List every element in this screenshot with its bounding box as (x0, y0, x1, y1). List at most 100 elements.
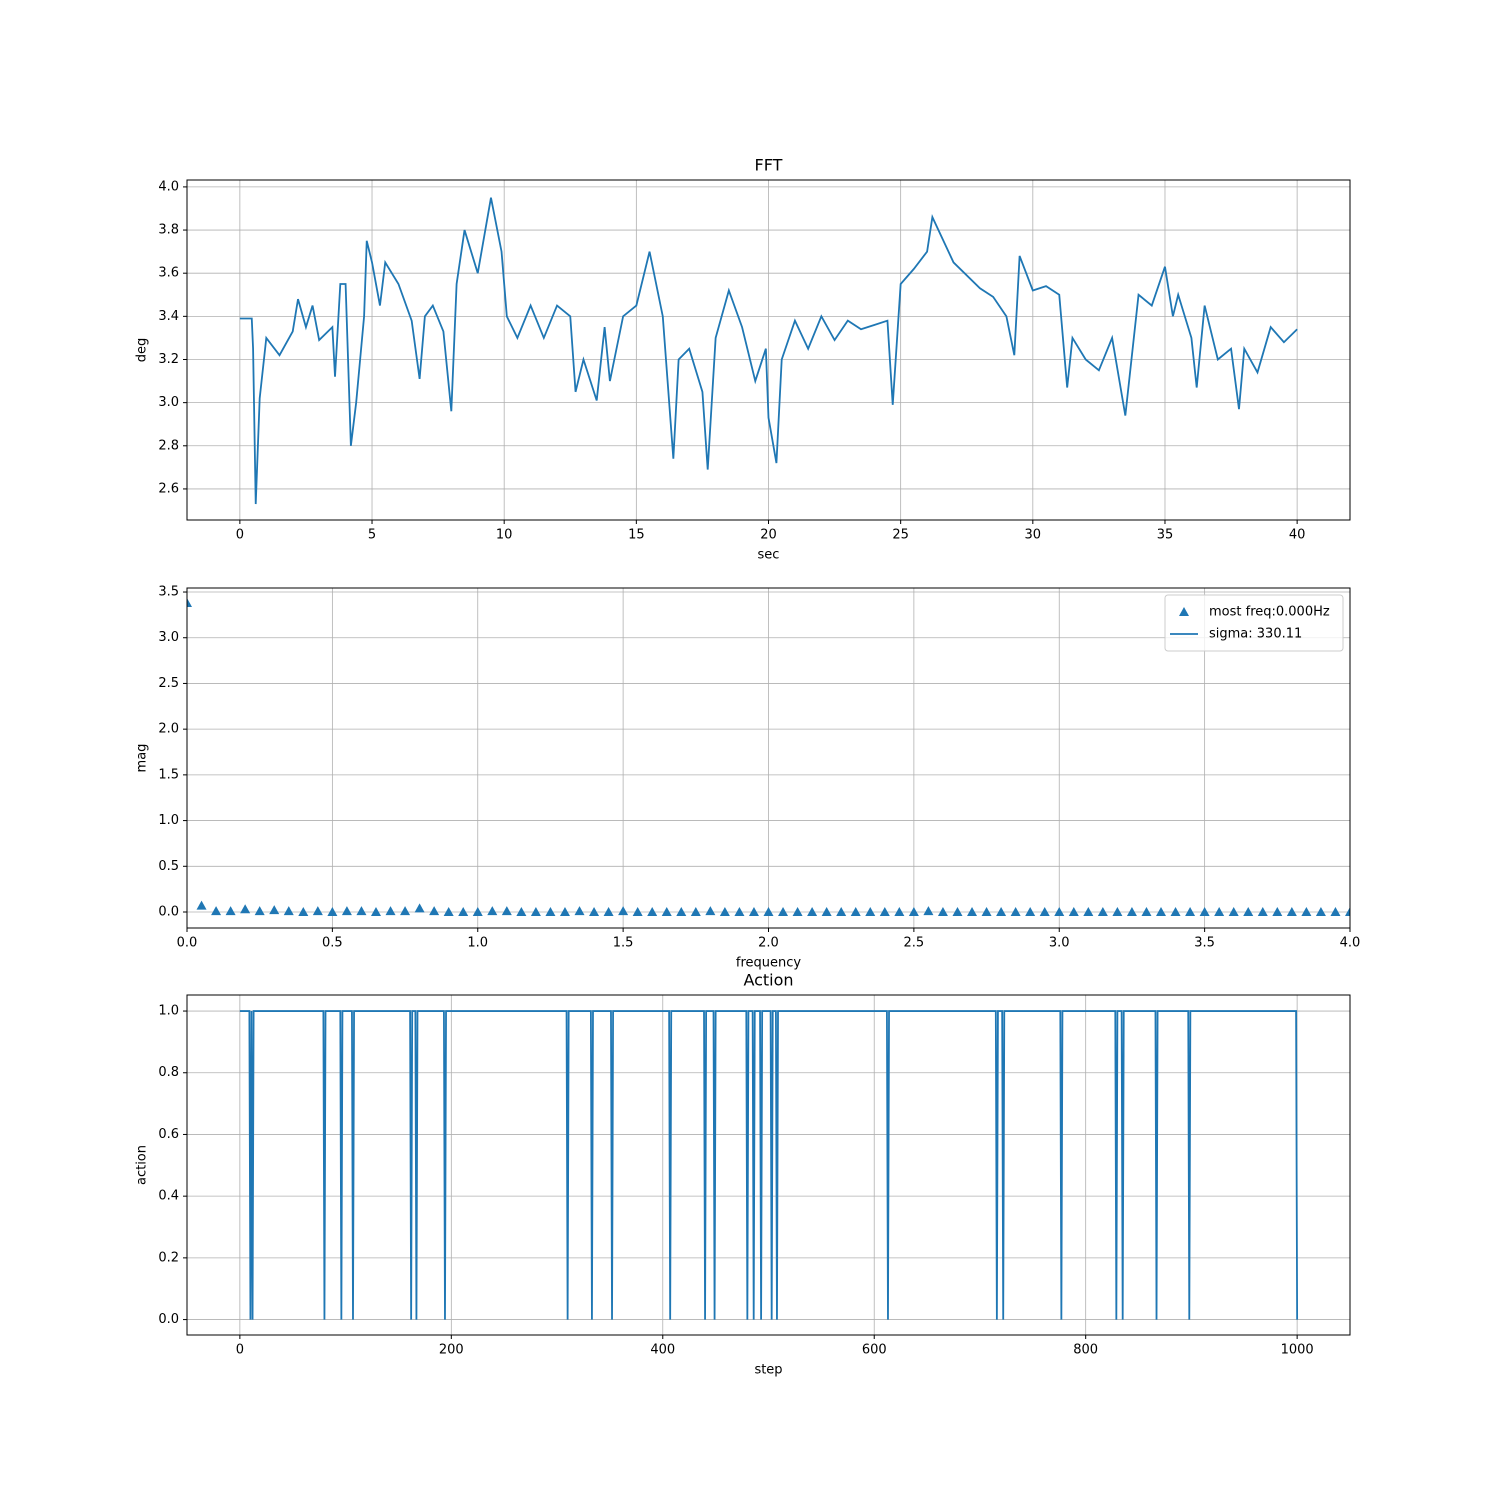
x-tick-label: 2.5 (904, 936, 925, 951)
marker (385, 906, 396, 916)
marker (589, 907, 600, 917)
y-tick-label: 0.2 (158, 1250, 179, 1265)
y-tick-label: 3.4 (158, 309, 179, 324)
x-tick-label: 3.0 (1049, 936, 1070, 951)
marker (763, 907, 774, 917)
legend: most freq:0.000Hz sigma: 330.11 (1164, 594, 1344, 652)
marker (187, 597, 192, 607)
legend-label: sigma: 330.11 (1209, 627, 1302, 642)
marker (632, 907, 643, 917)
marker (894, 907, 905, 917)
marker (676, 907, 687, 917)
marker (603, 907, 614, 917)
marker (1025, 907, 1036, 917)
marker (240, 904, 251, 914)
marker (1199, 907, 1210, 917)
marker (748, 907, 759, 917)
marker (472, 907, 483, 917)
x-tick-label: 0 (236, 1343, 244, 1358)
y-axis-label: deg (135, 338, 150, 363)
x-tick-label: 0 (236, 528, 244, 543)
plot-area (239, 197, 1298, 505)
axes-frame (186, 179, 1351, 521)
x-tick-label: 1000 (1281, 1343, 1314, 1358)
marker (1054, 907, 1065, 917)
legend-marker (1179, 607, 1189, 616)
marker (501, 906, 512, 916)
marker (400, 906, 411, 916)
marker (298, 907, 309, 917)
marker (1272, 907, 1283, 917)
y-tick-label: 4.0 (158, 179, 179, 194)
y-axis-label: mag (135, 744, 150, 773)
y-tick-label: 3.0 (158, 395, 179, 410)
x-tick-label: 40 (1289, 528, 1306, 543)
marker (1097, 907, 1108, 917)
marker (690, 907, 701, 917)
marker (1257, 907, 1268, 917)
x-tick-label: 0.5 (322, 936, 343, 951)
x-tick-label: 20 (760, 528, 777, 543)
marker (356, 906, 367, 916)
y-tick-label: 3.0 (158, 630, 179, 645)
y-tick-label: 0.8 (158, 1065, 179, 1080)
marker (487, 906, 498, 916)
marker (458, 907, 469, 917)
marker (545, 907, 556, 917)
marker (1185, 907, 1196, 917)
x-tick-label: 0.0 (177, 936, 198, 951)
marker (530, 907, 541, 917)
axes: 0.0 0.5 1.0 1.5 2.0 2.5 3.0 3.5 4.0 0.0 0.5 1.0 1.5 2… (135, 585, 1361, 971)
y-tick-label: 0.0 (158, 905, 179, 920)
marker (516, 907, 527, 917)
marker (1083, 907, 1094, 917)
marker (923, 906, 934, 916)
marker (734, 907, 745, 917)
chart-title: Action (743, 971, 793, 990)
marker (443, 907, 454, 917)
axes-frame (186, 587, 1351, 929)
x-tick-label: 600 (862, 1343, 887, 1358)
marker (778, 907, 789, 917)
x-tick-label: 200 (439, 1343, 464, 1358)
marker (1228, 907, 1239, 917)
x-tick-label: 3.5 (1194, 936, 1215, 951)
marker (821, 907, 832, 917)
marker (792, 907, 803, 917)
marker (1315, 907, 1326, 917)
marker (559, 907, 570, 917)
marker (1112, 907, 1123, 917)
marker (370, 907, 381, 917)
chart-title: FFT (755, 156, 783, 175)
marker (1243, 907, 1254, 917)
x-tick-label: 4.0 (1340, 936, 1361, 951)
marker (254, 906, 265, 916)
y-tick-label: 0.4 (158, 1189, 179, 1204)
marker (429, 906, 440, 916)
y-tick-label: 3.8 (158, 223, 179, 238)
y-tick-label: 1.0 (158, 813, 179, 828)
y-tick-label: 0.5 (158, 859, 179, 874)
marker (225, 906, 236, 916)
plot-area (187, 597, 1350, 917)
legend-label: most freq:0.000Hz (1209, 605, 1330, 620)
x-tick-label: 400 (650, 1343, 675, 1358)
marker (1010, 907, 1021, 917)
marker (312, 906, 323, 916)
marker (196, 900, 207, 910)
marker (1214, 907, 1225, 917)
marker (850, 907, 861, 917)
x-axis-label: step (754, 1363, 782, 1378)
x-axis-label: frequency (736, 956, 802, 971)
marker (967, 907, 978, 917)
marker (661, 907, 672, 917)
marker (1039, 907, 1050, 917)
y-tick-label: 2.6 (158, 481, 179, 496)
marker (996, 907, 1007, 917)
marker (1170, 907, 1181, 917)
marker (1068, 907, 1079, 917)
y-tick-label: 1.5 (158, 767, 179, 782)
marker (1330, 907, 1341, 917)
marker (879, 907, 890, 917)
marker (1156, 907, 1167, 917)
